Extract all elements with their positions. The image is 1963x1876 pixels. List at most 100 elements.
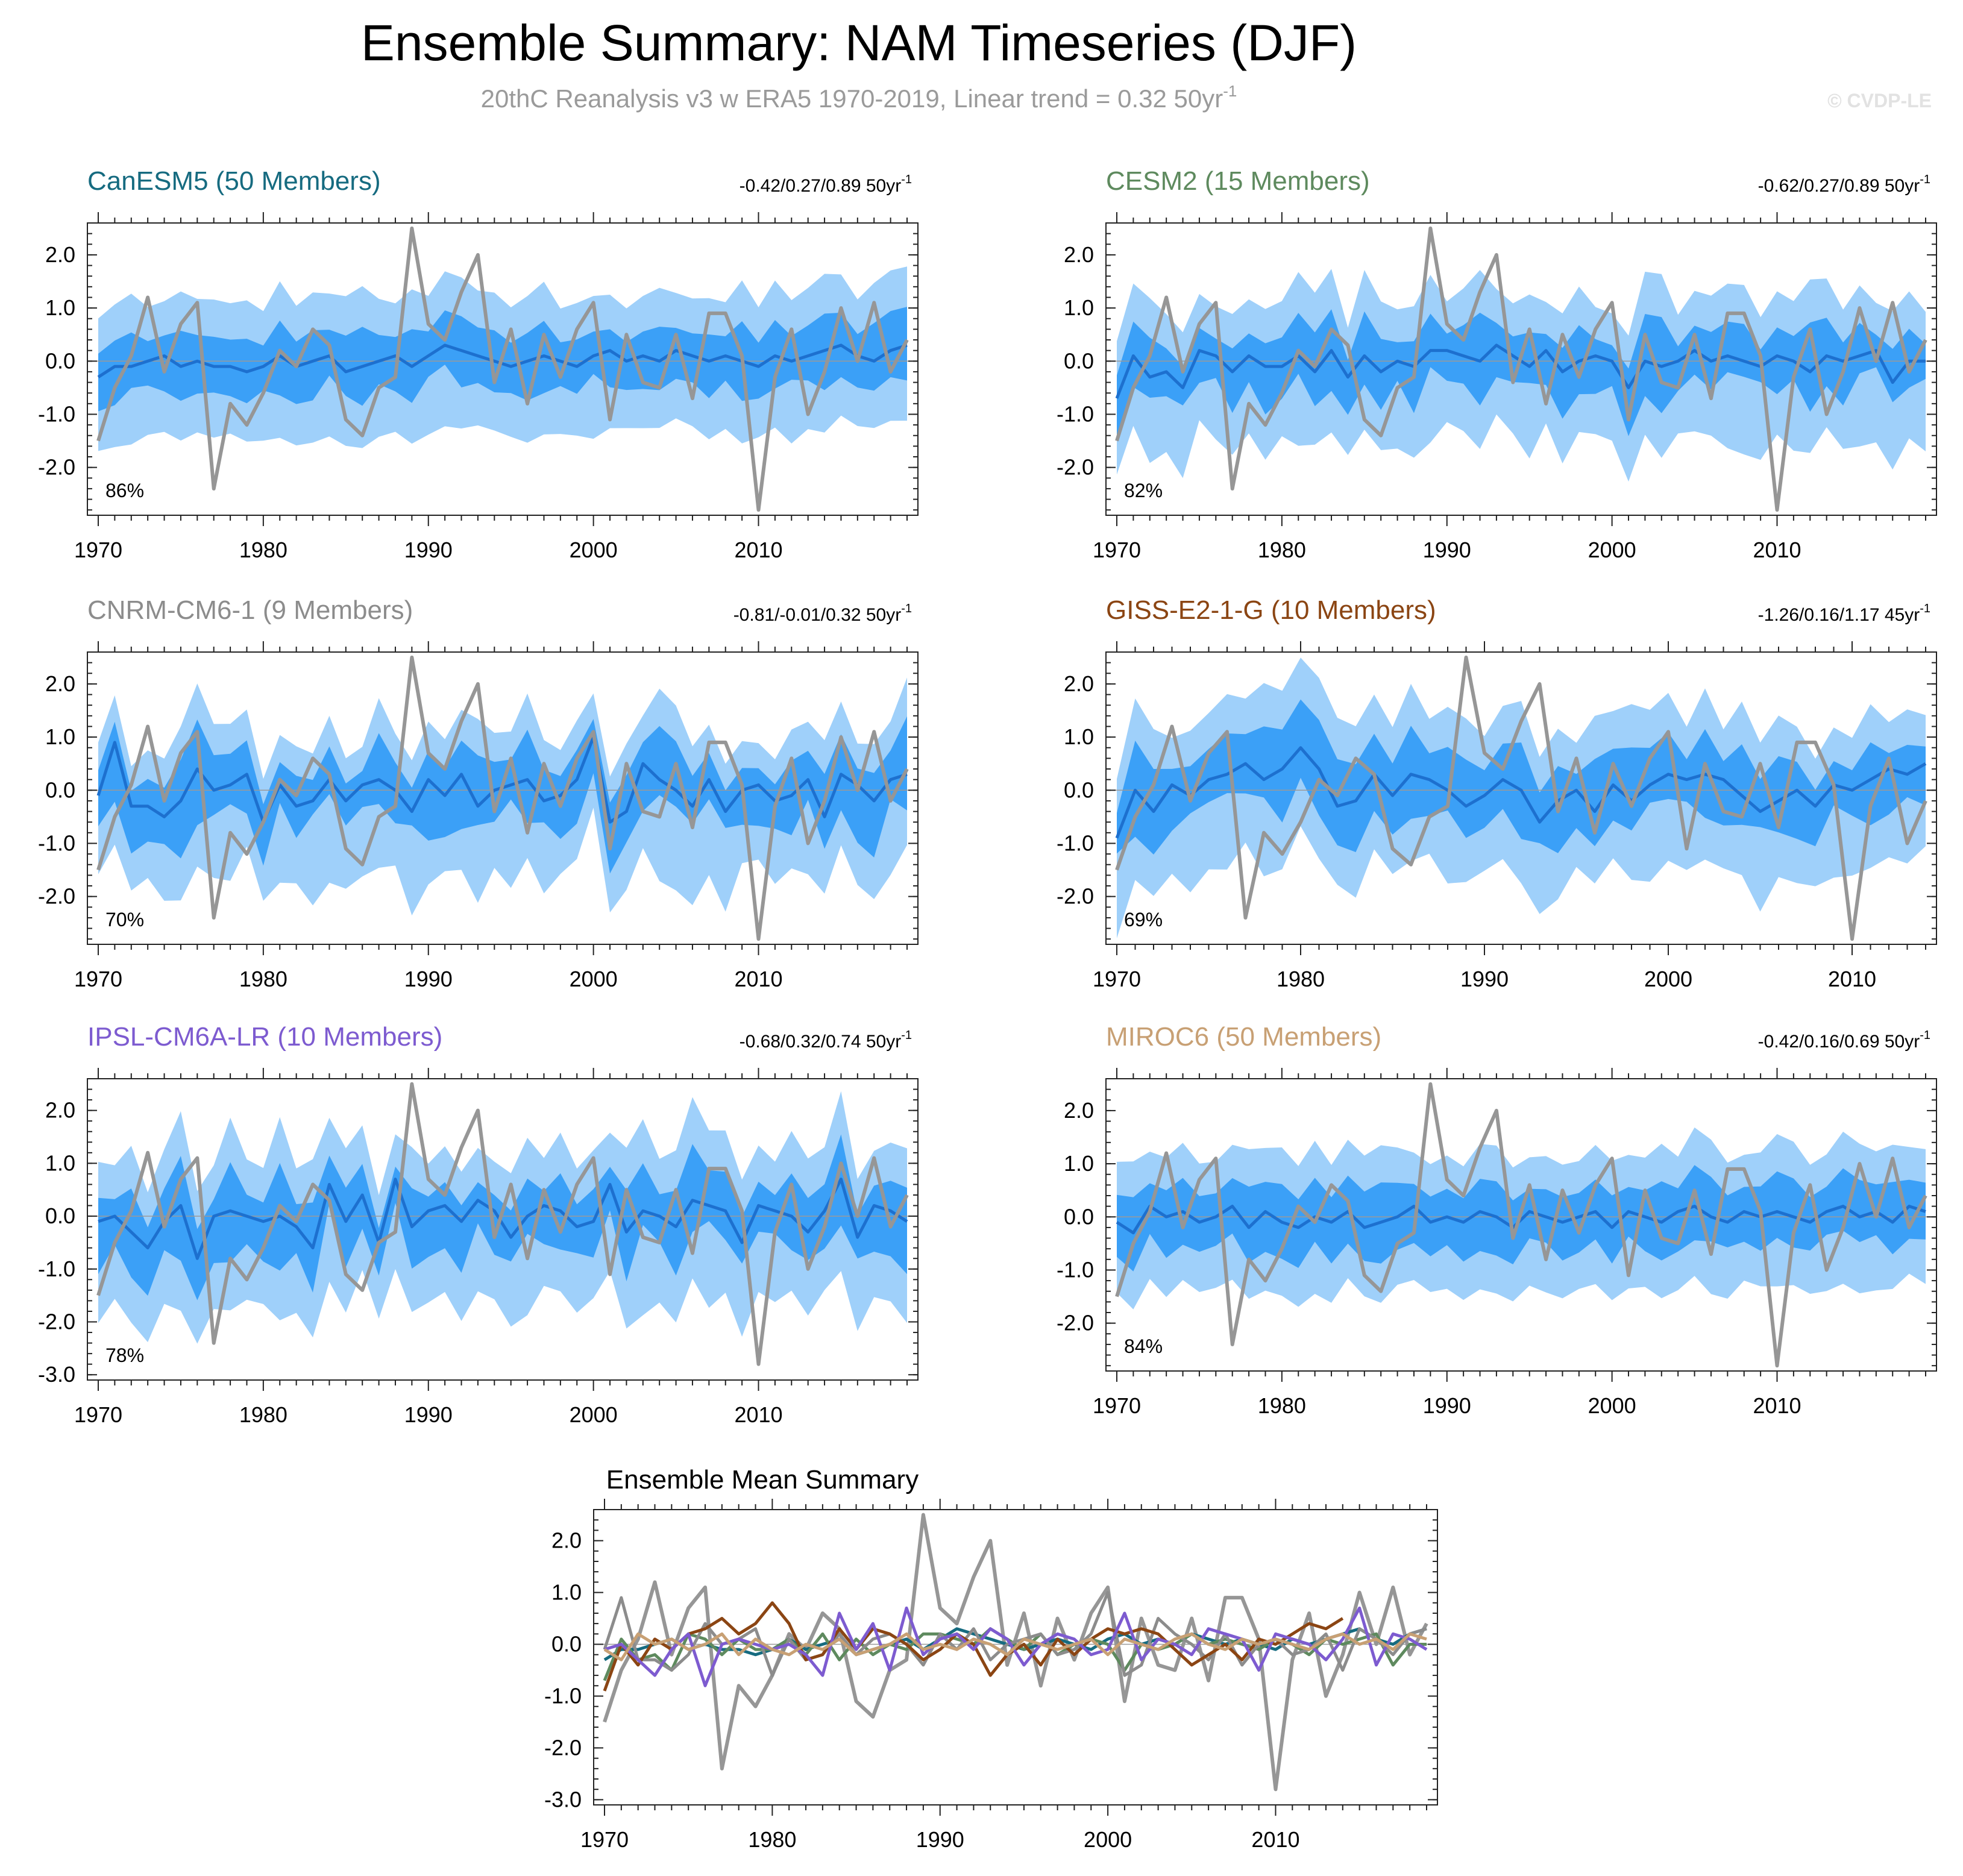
observation-line	[1115, 655, 1927, 941]
ensemble-mean-line	[1115, 746, 1927, 839]
y-tick-label: 0.0	[551, 1632, 582, 1657]
y-tick-label: -1.0	[1057, 830, 1094, 855]
y-tick-label: -2.0	[38, 455, 75, 480]
x-tick-label: 2010	[734, 538, 782, 562]
y-tick-label: 0.0	[1064, 348, 1094, 373]
x-tick-label: 2000	[1644, 967, 1692, 991]
panel-title: Ensemble Mean Summary	[606, 1465, 919, 1495]
chart-panel-1: CanESM5 (50 Members) -0.42/0.27/0.89 50yr…	[38, 166, 919, 562]
trend-label: -0.81/-0.01/0.32 50yr-1	[733, 602, 912, 625]
trend-sup: -1	[1920, 173, 1930, 186]
y-tick-label: -2.0	[1057, 455, 1094, 480]
y-tick-label: 2.0	[45, 1098, 75, 1123]
y-tick-label: -1.0	[544, 1683, 582, 1708]
x-tick-label: 1990	[1460, 967, 1509, 991]
x-tick-label: 2010	[1753, 538, 1801, 562]
ensemble-mean-line	[1116, 1205, 1926, 1235]
trend-text: -1.26/0.16/1.17 45yr	[1758, 605, 1920, 625]
x-tick-label: 2010	[1251, 1827, 1299, 1852]
y-tick-label: 2.0	[45, 671, 75, 696]
y-tick-label: 2.0	[551, 1528, 582, 1553]
x-tick-label: 1980	[239, 967, 287, 991]
percent-label: 82%	[1124, 480, 1163, 501]
y-tick-label: -1.0	[38, 830, 75, 855]
x-tick-label: 1970	[1093, 1393, 1141, 1418]
y-tick-label: 1.0	[45, 1150, 75, 1175]
x-tick-label: 1970	[580, 1827, 629, 1852]
plot-frame	[87, 651, 919, 945]
panel-title: CESM2 (15 Members)	[1106, 166, 1370, 196]
y-tick-label: 1.0	[1064, 1151, 1094, 1176]
y-tick-label: -3.0	[544, 1787, 582, 1812]
x-tick-label: 2000	[570, 967, 618, 991]
plot-frame	[1105, 222, 1937, 516]
percent-label: 78%	[105, 1344, 144, 1366]
trend-label: -0.68/0.32/0.74 50yr-1	[740, 1029, 912, 1052]
copyright-label: © CVDP-LE	[1827, 90, 1932, 111]
panels: CanESM5 (50 Members) -0.42/0.27/0.89 50yr…	[38, 166, 1937, 1852]
trend-text: -0.42/0.16/0.69 50yr	[1758, 1032, 1920, 1052]
y-tick-label: -2.0	[1057, 884, 1094, 909]
y-tick-label: -3.0	[38, 1362, 75, 1387]
x-tick-label: 1970	[74, 538, 122, 562]
panel-title: CanESM5 (50 Members)	[87, 166, 381, 196]
y-tick-label: -2.0	[544, 1735, 582, 1760]
chart-panel-7: Ensemble Mean Summary 2.0 1.0 0.0 -1.0 -2.0 -3…	[544, 1465, 1438, 1852]
y-tick-label: -2.0	[1057, 1311, 1094, 1335]
x-tick-label: 2010	[734, 1402, 782, 1427]
observation-line	[96, 226, 909, 512]
x-tick-label: 1980	[239, 538, 287, 562]
trend-sup: -1	[901, 602, 912, 615]
y-tick-label: 0.0	[45, 1203, 75, 1228]
plot-frame	[593, 1509, 1438, 1805]
percent-label: 84%	[1124, 1335, 1163, 1357]
percent-label: 69%	[1124, 909, 1163, 930]
y-tick-label: 1.0	[1064, 724, 1094, 749]
x-tick-label: 1980	[748, 1827, 796, 1852]
y-tick-label: -1.0	[1057, 1257, 1094, 1282]
percent-label: 86%	[105, 480, 144, 501]
chart-panel-6: MIROC6 (50 Members) -0.42/0.16/0.69 50yr-…	[1057, 1022, 1937, 1418]
y-tick-label: 1.0	[45, 724, 75, 749]
y-tick-label: -2.0	[38, 884, 75, 909]
y-tick-label: -1.0	[38, 401, 75, 426]
series-line-cnrm-cm6-1	[603, 1591, 1427, 1677]
observation-line	[96, 655, 909, 941]
chart-panel-2: CESM2 (15 Members) -0.62/0.27/0.89 50yr-1…	[1057, 166, 1937, 562]
x-tick-label: 1970	[1093, 967, 1141, 991]
y-tick-label: 2.0	[1064, 242, 1094, 267]
y-tick-label: 2.0	[1064, 1098, 1094, 1123]
observation-line	[1115, 226, 1927, 512]
subtitle-text: 20thC Reanalysis v3 w ERA5 1970-2019, Li…	[481, 84, 1223, 113]
subtitle: 20thC Reanalysis v3 w ERA5 1970-2019, Li…	[481, 82, 1237, 113]
x-tick-label: 1990	[404, 538, 453, 562]
y-tick-label: 1.0	[551, 1580, 582, 1605]
x-tick-label: 2000	[570, 1402, 618, 1427]
y-tick-label: 0.0	[45, 348, 75, 373]
series-line-ipsl-cm6a-lr	[604, 1606, 1428, 1687]
plot-frame	[1105, 1078, 1937, 1372]
y-tick-label: 2.0	[45, 242, 75, 267]
trend-text: -0.62/0.27/0.89 50yr	[1758, 176, 1920, 196]
observation-line	[96, 1082, 909, 1366]
x-tick-label: 1970	[74, 967, 122, 991]
x-tick-label: 2000	[1084, 1827, 1132, 1852]
x-tick-label: 2010	[1828, 967, 1876, 991]
percent-label: 70%	[105, 909, 144, 930]
plot-frame	[87, 1078, 919, 1381]
x-tick-label: 1980	[1277, 967, 1325, 991]
y-tick-label: -1.0	[1057, 401, 1094, 426]
x-tick-label: 1990	[404, 1402, 453, 1427]
trend-text: -0.42/0.27/0.89 50yr	[740, 176, 902, 196]
ensemble-mean-line	[98, 1178, 908, 1260]
x-tick-label: 1990	[1423, 538, 1471, 562]
y-tick-label: 1.0	[45, 295, 75, 320]
x-tick-label: 1980	[1258, 538, 1306, 562]
y-tick-label: 1.0	[1064, 295, 1094, 320]
trend-label: -0.42/0.16/0.69 50yr-1	[1758, 1029, 1930, 1052]
panel-title: IPSL-CM6A-LR (10 Members)	[87, 1022, 442, 1052]
trend-text: -0.81/-0.01/0.32 50yr	[733, 605, 902, 625]
trend-text: -0.68/0.32/0.74 50yr	[740, 1032, 902, 1052]
main-title: Ensemble Summary: NAM Timeseries (DJF)	[361, 14, 1357, 71]
trend-label: -0.62/0.27/0.89 50yr-1	[1758, 173, 1930, 196]
